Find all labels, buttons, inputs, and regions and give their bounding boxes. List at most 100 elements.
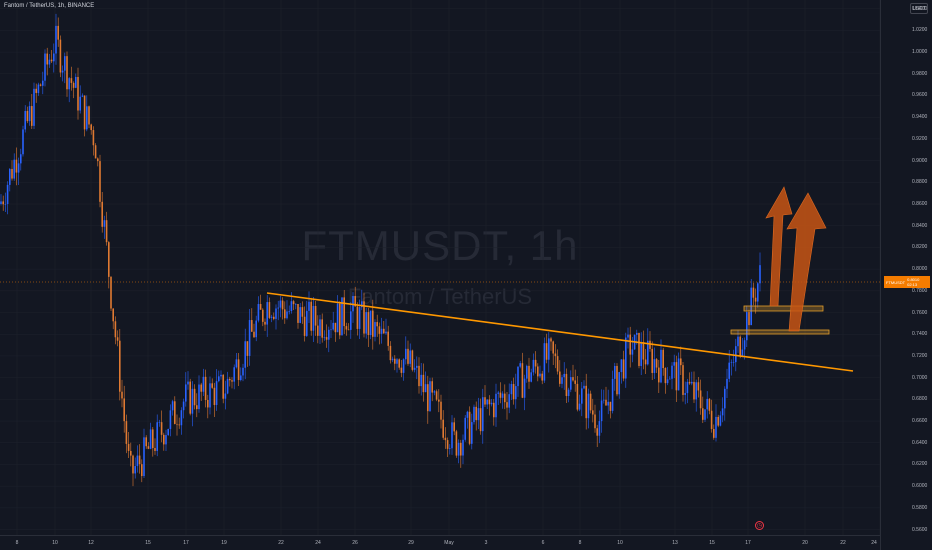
candle-body (576, 383, 579, 410)
candle-body (288, 311, 290, 312)
candle-body (666, 379, 669, 384)
candle-body (416, 365, 418, 368)
candle-body (215, 381, 218, 405)
candle-body (680, 358, 682, 366)
current-price-tag: FTMUSDT 0.8010 02:13 (884, 276, 930, 288)
candle-body (460, 442, 462, 456)
candle-body (237, 359, 240, 381)
candle-body (240, 375, 242, 381)
candle-body (81, 95, 84, 97)
candle-body (244, 341, 246, 368)
candle-body (213, 387, 216, 405)
candle-body (152, 429, 154, 449)
candle-body (2, 201, 4, 205)
time-tick: 17 (183, 540, 189, 546)
time-axis[interactable] (0, 535, 880, 550)
candle-body (312, 305, 315, 331)
candle-body (719, 415, 722, 426)
candle-body (376, 322, 378, 327)
descending-trendline[interactable] (266, 292, 854, 372)
candle-body (686, 381, 689, 394)
candle-body (493, 402, 495, 418)
currency-button[interactable]: USDT (910, 3, 928, 14)
candle-body (110, 276, 112, 309)
candle-body (321, 319, 323, 338)
candle-body (86, 106, 88, 130)
candle-body (354, 296, 356, 307)
candle-body (246, 341, 249, 356)
candle-body (662, 349, 664, 369)
price-tick: 0.9600 (912, 92, 928, 99)
candle-body (732, 362, 735, 363)
candle-body (559, 371, 561, 384)
candle-body (735, 346, 737, 363)
projection-arrow-left[interactable] (765, 186, 793, 307)
alert-clock-icon[interactable]: ◷ (755, 521, 764, 530)
candle-body (48, 59, 51, 65)
candle-body (418, 365, 420, 387)
candle-body (488, 399, 491, 405)
candle-body (9, 169, 11, 185)
candle-body (739, 336, 741, 356)
candle-body (658, 367, 660, 383)
candle-body (486, 399, 488, 405)
candle-body (730, 362, 733, 363)
candle-body (475, 406, 477, 421)
candle-body (497, 392, 499, 394)
candle-body (512, 384, 515, 400)
candle-body (695, 382, 697, 400)
candle-body (134, 466, 136, 474)
candle-body (83, 95, 86, 130)
price-axis[interactable] (880, 0, 932, 550)
candle-body (292, 301, 295, 305)
candle-body (33, 88, 35, 126)
candle-body (506, 402, 508, 408)
candle-body (125, 421, 128, 444)
support-zone-upper[interactable] (743, 305, 824, 312)
candle-body (163, 434, 165, 445)
chart-title: Fantom / TetherUS, 1h, BINANCE (4, 3, 95, 9)
candle-body (638, 332, 640, 366)
candle-body (55, 25, 57, 54)
candle-body (671, 365, 673, 379)
candle-body (387, 331, 389, 346)
candle-body (482, 397, 484, 432)
candle-body (706, 398, 708, 410)
candle-body (361, 301, 363, 308)
candle-body (220, 374, 222, 377)
candle-body (158, 422, 161, 423)
candle-body (284, 309, 286, 319)
candle-body (112, 308, 114, 322)
candle-body (517, 366, 519, 387)
candle-body (176, 423, 178, 425)
candle-body (358, 307, 361, 329)
support-zone-lower[interactable] (730, 329, 830, 335)
candle-body (11, 169, 13, 179)
candle-body (398, 359, 400, 368)
price-plot[interactable] (0, 0, 880, 535)
candle-body (297, 303, 299, 323)
candle-body (119, 340, 121, 392)
candle-body (607, 401, 609, 406)
time-tick: 22 (840, 540, 846, 546)
candle-body (490, 402, 493, 405)
candle-body (347, 329, 350, 331)
candle-body (625, 337, 627, 379)
candle-body (442, 419, 444, 438)
candle-body (200, 384, 202, 392)
price-tag-countdown: 02:13 (907, 282, 918, 287)
price-tick: 1.0400 (912, 5, 928, 12)
candle-body (759, 265, 761, 284)
candle-body (310, 301, 312, 331)
projection-arrow-right[interactable] (786, 192, 827, 332)
candle-body (356, 306, 359, 329)
candle-body (132, 455, 134, 474)
candle-body (545, 343, 548, 360)
candle-body (444, 437, 447, 441)
chart-area[interactable]: FTMUSDT, 1h Fantom / TetherUS Fantom / T… (0, 0, 880, 535)
candle-body (138, 455, 141, 465)
candle-body (37, 84, 40, 93)
candle-body (15, 159, 18, 173)
candle-body (752, 287, 755, 298)
candle-body (266, 302, 268, 325)
